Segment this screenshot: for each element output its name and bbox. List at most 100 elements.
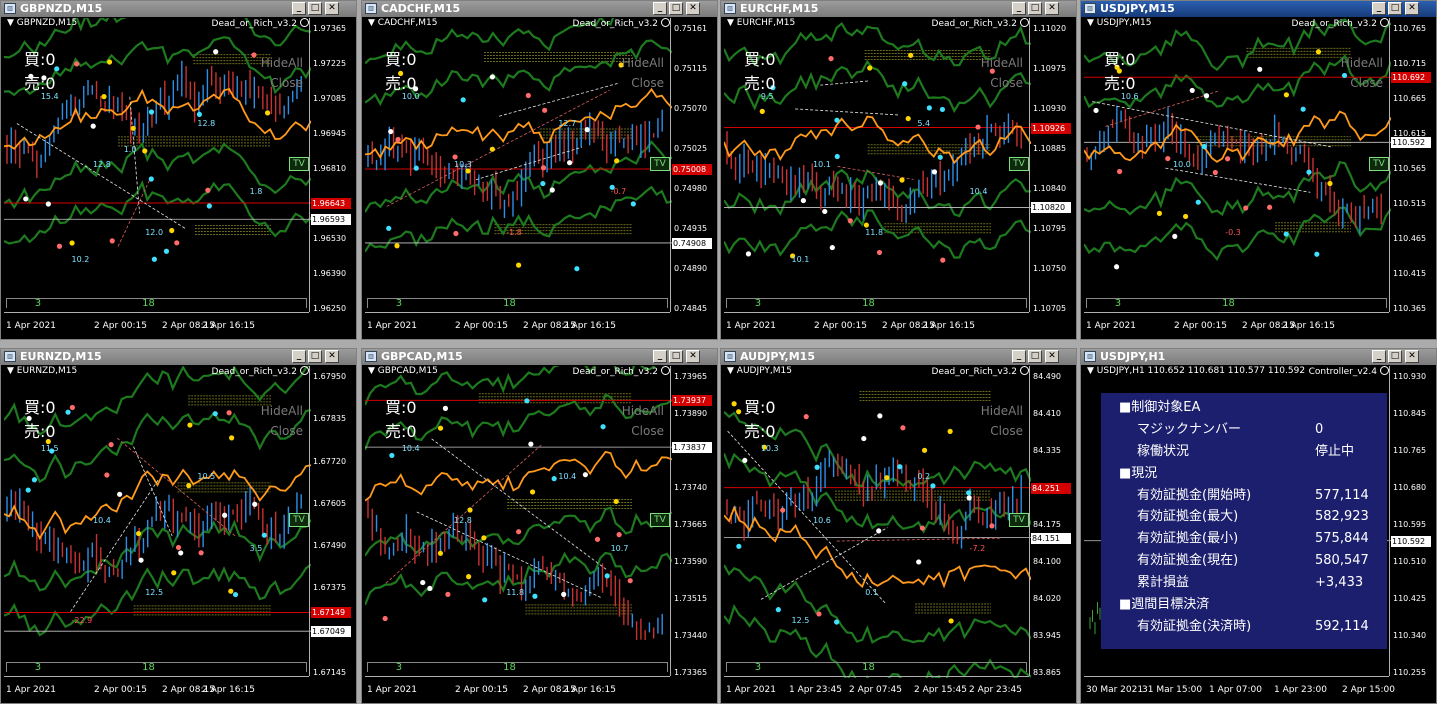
time-axis[interactable]: 1 Apr 2021 2 Apr 00:15 2 Apr 08:15 2 Apr 16… (365, 312, 670, 336)
time-axis[interactable]: 1 Apr 2021 2 Apr 00:15 2 Apr 08:15 2 Apr 16… (1084, 312, 1389, 336)
window-title-bar[interactable]: ▥ EURNZD,M15 _ □ ✕ (1, 349, 356, 365)
chart-area[interactable]: 10.6 10.0 -0.3 ▼ USDJPY,M15 Dead_or_Rich_v3.… (1084, 18, 1433, 336)
time-axis[interactable]: 1 Apr 2021 2 Apr 00:15 2 Apr 08:15 2 Apr 16… (365, 676, 670, 700)
window-title-bar[interactable]: ▥ USDJPY,M15 _ □ ✕ (1081, 1, 1436, 17)
chart-window-5[interactable]: ▥ EURNZD,M15 _ □ ✕ 11.5 10.4 12.5 10.5 3.5 -22.9 ▼ … (0, 348, 357, 704)
close-window-button[interactable]: ✕ (1405, 2, 1419, 15)
price-tick: 84.410 (1033, 409, 1061, 418)
close-window-button[interactable]: ✕ (325, 350, 339, 363)
tv-button[interactable]: TV (1009, 157, 1029, 172)
trade-arrow (528, 441, 534, 447)
minimize-button[interactable]: _ (292, 350, 306, 363)
close-all-button[interactable]: Close (990, 76, 1023, 90)
price-scale[interactable]: 1.739651.738901.738151.737401.736651.735… (670, 366, 714, 677)
chart-window-2[interactable]: ▥ CADCHF,M15 _ □ ✕ 10.0 10.3 -1.8 12.7 -0.7 ▼ CADC… (361, 0, 718, 340)
close-window-button[interactable]: ✕ (1045, 2, 1059, 15)
tv-button[interactable]: TV (650, 512, 670, 527)
price-scale[interactable]: 110.765 110.715 110.665 110.615 110.565 110.5… (1389, 18, 1433, 313)
chart-window-6[interactable]: ▥ GBPCAD,M15 _ □ ✕ 10.4 12.8 11.8 10.4 10.7 ▼ GBPC… (361, 348, 718, 704)
trade-arrow (213, 49, 219, 55)
window-title-bar[interactable]: ▥ USDJPY,H1 _ □ ✕ (1081, 349, 1436, 365)
trade-arrow (1116, 68, 1122, 74)
window-title-bar[interactable]: ▥ EURCHF,M15 _ □ ✕ (721, 1, 1076, 17)
close-all-button[interactable]: Close (270, 76, 303, 90)
hideall-button[interactable]: HideAll (980, 404, 1023, 418)
time-axis[interactable]: 1 Apr 2021 1 Apr 23:45 2 Apr 07:45 2 Apr 15… (724, 676, 1029, 700)
time-tick: 1 Apr 23:00 (1274, 685, 1327, 695)
price-scale[interactable]: 110.930 110.845 110.765 110.680 110.595 110.5… (1389, 366, 1433, 677)
hideall-button[interactable]: HideAll (980, 56, 1023, 70)
chart-window-4[interactable]: ▥ USDJPY,M15 _ □ ✕ 10.6 10.0 -0.3 ▼ USDJPY,M15 De… (1080, 0, 1437, 340)
price-scale[interactable]: 1.67950 1.67835 1.67720 1.67605 1.67490 1.673… (309, 366, 353, 677)
tv-button[interactable]: TV (1009, 512, 1029, 527)
close-window-button[interactable]: ✕ (325, 2, 339, 15)
chart-area[interactable]: 9.5 10.1 11.8 5.4 10.4 10.1 ▼ EURCHF,M15 Dead_o… (724, 18, 1073, 336)
close-all-button[interactable]: Close (270, 424, 303, 438)
close-window-button[interactable]: ✕ (1405, 350, 1419, 363)
time-axis[interactable]: 1 Apr 2021 2 Apr 00:15 2 Apr 08:15 2 Apr 16… (4, 312, 309, 336)
time-axis[interactable]: 1 Apr 2021 2 Apr 00:15 2 Apr 08:15 2 Apr 16… (724, 312, 1029, 336)
chart-window-1[interactable]: ▥ GBPNZD,M15 _ □ ✕ 15.4 12.8 12.0 12.8 1.8 10.2 1.0… (0, 0, 357, 340)
hideall-button[interactable]: HideAll (260, 56, 303, 70)
maximize-button[interactable]: □ (669, 2, 683, 15)
chart-area[interactable]: 10.3 10.6 0.1 0.2 -7.2 12.5 ▼ AUDJPY,M15 Dead_o… (724, 366, 1073, 700)
hideall-button[interactable]: HideAll (260, 404, 303, 418)
close-all-button[interactable]: Close (990, 424, 1023, 438)
chart-window-3[interactable]: ▥ EURCHF,M15 _ □ ✕ 9.5 10.1 11.8 5.4 10.4 10.1 ▼ EU… (720, 0, 1077, 340)
minimize-button[interactable]: _ (653, 2, 667, 15)
price-scale[interactable]: 1.97365 1.97225 1.97085 1.96945 1.96810 1.966… (309, 18, 353, 313)
trade-arrow (876, 249, 883, 256)
chart-window-7[interactable]: ▥ AUDJPY,M15 _ □ ✕ 10.3 10.6 0.1 0.2 -7.2 12.5 ▼ AU… (720, 348, 1077, 704)
minimize-button[interactable]: _ (1372, 2, 1386, 15)
chart-window-8[interactable]: ▥ USDJPY,H1 _ □ ✕ ▼ USDJPY,H1 110.652 110.681… (1080, 348, 1437, 704)
chart-area[interactable]: 10.0 10.3 -1.8 12.7 -0.7 ▼ CADCHF,M15 Dead_or_… (365, 18, 714, 336)
window-title-bar[interactable]: ▥ CADCHF,M15 _ □ ✕ (362, 1, 717, 17)
hideall-button[interactable]: HideAll (621, 56, 664, 70)
chart-area[interactable]: 15.4 12.8 12.0 12.8 1.8 10.2 1.0 ▼ GBPNZD,M15 De… (4, 18, 353, 336)
tv-button[interactable]: TV (1369, 157, 1389, 172)
minimize-button[interactable]: _ (653, 350, 667, 363)
trade-arrow (229, 435, 235, 441)
maximize-button[interactable]: □ (1388, 2, 1402, 15)
window-title-bar[interactable]: ▥ AUDJPY,M15 _ □ ✕ (721, 349, 1076, 365)
window-title-bar[interactable]: ▥ GBPNZD,M15 _ □ ✕ (1, 1, 356, 17)
close-all-button[interactable]: Close (631, 424, 664, 438)
maximize-button[interactable]: □ (308, 350, 322, 363)
price-tick: 1.97085 (313, 94, 347, 103)
time-tick: 2 Apr 07:45 (849, 685, 902, 695)
maximize-button[interactable]: □ (1388, 350, 1402, 363)
price-tick: 110.565 (1393, 164, 1427, 173)
price-scale[interactable]: 1.11020 1.10975 1.10930 1.10885 1.10840 1.107… (1029, 18, 1073, 313)
maximize-button[interactable]: □ (1028, 2, 1042, 15)
minimize-button[interactable]: _ (1372, 350, 1386, 363)
tv-button[interactable]: TV (289, 512, 309, 527)
close-window-button[interactable]: ✕ (686, 2, 700, 15)
time-axis[interactable]: 30 Mar 2021 31 Mar 15:00 1 Apr 07:00 1 Apr … (1084, 676, 1395, 700)
close-all-button[interactable]: Close (1350, 76, 1383, 90)
close-window-button[interactable]: ✕ (1045, 350, 1059, 363)
minimize-button[interactable]: _ (1012, 350, 1026, 363)
chart-area[interactable]: 10.4 12.8 11.8 10.4 10.7 ▼ GBPCAD,M15 Dead_or_… (365, 366, 714, 700)
chart-area[interactable]: ▼ USDJPY,H1 110.652 110.681 110.577 110.… (1084, 366, 1433, 700)
maximize-button[interactable]: □ (1028, 350, 1042, 363)
tv-button[interactable]: TV (289, 157, 309, 172)
time-tick: 2 Apr 15:45 (914, 685, 967, 695)
trade-profit-label: 10.4 (93, 515, 111, 525)
maximize-button[interactable]: □ (308, 2, 322, 15)
close-all-button[interactable]: Close (631, 76, 664, 90)
hideall-button[interactable]: HideAll (621, 404, 664, 418)
window-title-bar[interactable]: ▥ GBPCAD,M15 _ □ ✕ (362, 349, 717, 365)
trade-arrow (206, 203, 212, 209)
maximize-button[interactable]: □ (669, 350, 683, 363)
price-scale[interactable]: 84.49084.41084.33584.25584.17584.10084.0… (1029, 366, 1073, 677)
price-scale[interactable]: 0.75161 0.75115 0.75070 0.75025 0.74980 0.749… (670, 18, 714, 313)
minimize-button[interactable]: _ (292, 2, 306, 15)
close-window-button[interactable]: ✕ (686, 350, 700, 363)
time-axis[interactable]: 1 Apr 2021 2 Apr 00:15 2 Apr 08:15 2 Apr 16… (4, 676, 309, 700)
smiley-icon (1020, 18, 1029, 27)
trade-arrow (561, 591, 567, 597)
minimize-button[interactable]: _ (1012, 2, 1026, 15)
hideall-button[interactable]: HideAll (1340, 56, 1383, 70)
chart-area[interactable]: 11.5 10.4 12.5 10.5 3.5 -22.9 ▼ EURNZD,M15 Dead… (4, 366, 353, 700)
tv-button[interactable]: TV (650, 157, 670, 172)
